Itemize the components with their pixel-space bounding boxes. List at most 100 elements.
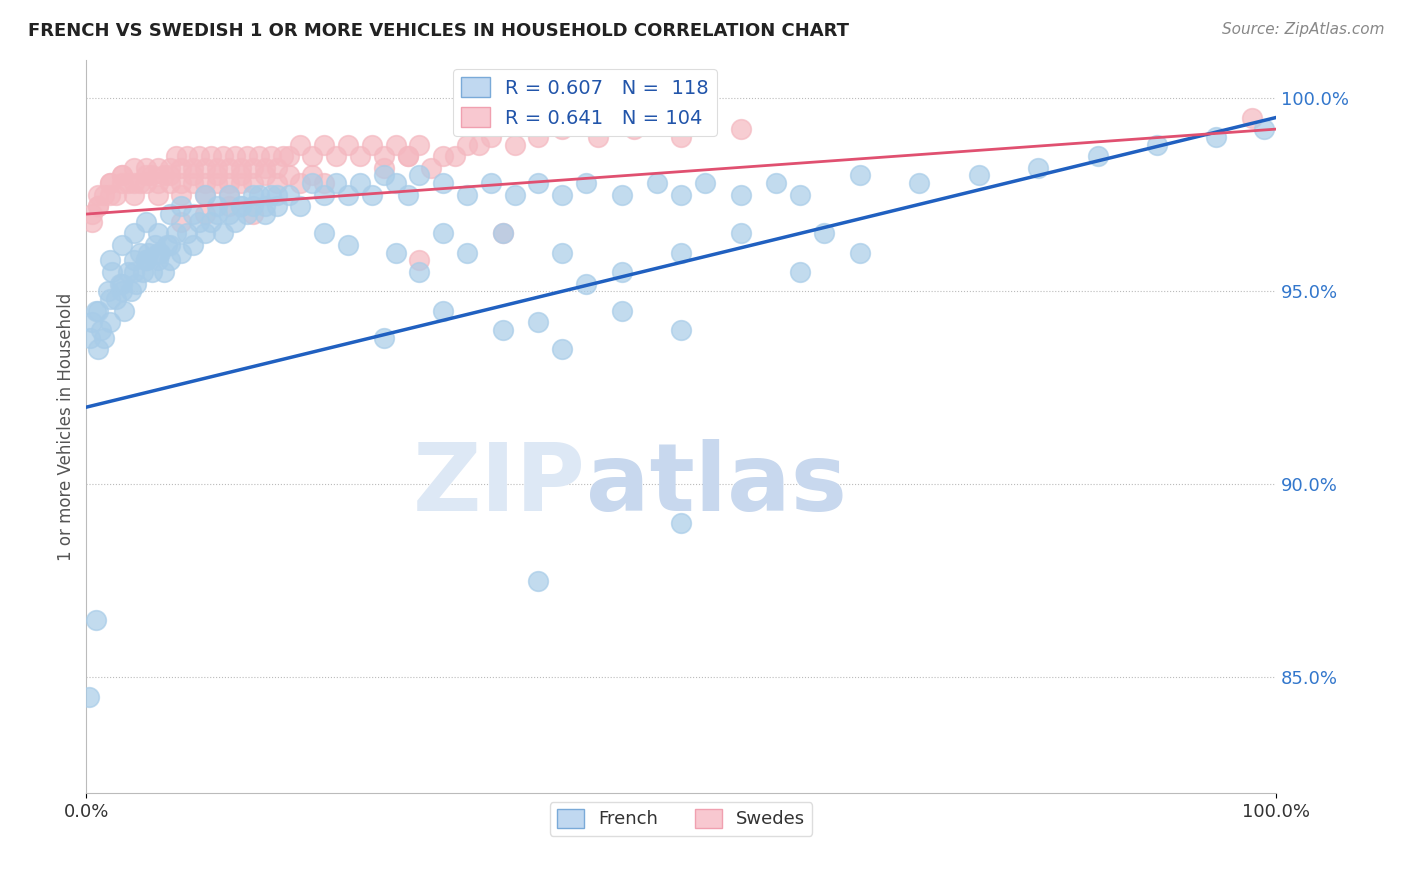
Point xyxy=(242,187,264,202)
Point xyxy=(122,176,145,190)
Point xyxy=(87,199,110,213)
Point xyxy=(111,277,134,291)
Point xyxy=(730,227,752,241)
Point xyxy=(420,161,443,175)
Point xyxy=(373,149,395,163)
Point xyxy=(218,161,240,175)
Point xyxy=(135,253,157,268)
Point xyxy=(159,253,181,268)
Point xyxy=(247,187,270,202)
Point xyxy=(200,215,222,229)
Point xyxy=(527,574,550,588)
Point xyxy=(1241,111,1264,125)
Point xyxy=(229,169,252,183)
Point xyxy=(135,169,157,183)
Point xyxy=(159,238,181,252)
Point xyxy=(135,215,157,229)
Point xyxy=(527,315,550,329)
Point xyxy=(610,187,633,202)
Point xyxy=(789,265,811,279)
Point xyxy=(125,277,148,291)
Point xyxy=(1087,149,1109,163)
Point xyxy=(1205,129,1227,144)
Point xyxy=(152,169,174,183)
Point xyxy=(730,187,752,202)
Point xyxy=(301,169,323,183)
Point xyxy=(218,199,240,213)
Point xyxy=(247,149,270,163)
Point xyxy=(266,199,288,213)
Point xyxy=(236,149,259,163)
Point xyxy=(468,137,491,152)
Point xyxy=(384,245,406,260)
Point xyxy=(408,253,430,268)
Point xyxy=(194,187,217,202)
Point xyxy=(260,187,283,202)
Point xyxy=(408,265,430,279)
Point xyxy=(194,187,217,202)
Point xyxy=(325,149,347,163)
Point xyxy=(194,176,217,190)
Point xyxy=(146,176,169,190)
Point xyxy=(848,245,870,260)
Point xyxy=(79,331,101,345)
Point xyxy=(159,176,181,190)
Point xyxy=(159,161,181,175)
Point xyxy=(183,176,205,190)
Point xyxy=(444,149,467,163)
Point xyxy=(765,176,787,190)
Point xyxy=(527,176,550,190)
Point xyxy=(84,613,107,627)
Point xyxy=(183,161,205,175)
Point xyxy=(122,187,145,202)
Point xyxy=(730,122,752,136)
Point xyxy=(325,176,347,190)
Point xyxy=(492,323,515,337)
Point xyxy=(212,149,235,163)
Text: Source: ZipAtlas.com: Source: ZipAtlas.com xyxy=(1222,22,1385,37)
Point xyxy=(229,199,252,213)
Point xyxy=(117,176,139,190)
Point xyxy=(479,129,502,144)
Point xyxy=(669,187,692,202)
Point xyxy=(101,265,124,279)
Point xyxy=(128,245,150,260)
Point xyxy=(218,187,240,202)
Point xyxy=(290,137,312,152)
Point xyxy=(813,227,835,241)
Point xyxy=(111,169,134,183)
Point xyxy=(1253,122,1275,136)
Point xyxy=(165,227,187,241)
Point xyxy=(432,149,454,163)
Point xyxy=(87,187,110,202)
Point xyxy=(503,137,526,152)
Point xyxy=(122,253,145,268)
Point xyxy=(290,176,312,190)
Point xyxy=(266,161,288,175)
Point xyxy=(136,245,159,260)
Point xyxy=(432,303,454,318)
Point xyxy=(98,187,121,202)
Point xyxy=(82,215,104,229)
Point xyxy=(314,187,336,202)
Point xyxy=(146,227,169,241)
Point xyxy=(384,137,406,152)
Point xyxy=(188,215,211,229)
Point xyxy=(456,187,478,202)
Point xyxy=(551,187,574,202)
Point xyxy=(218,207,240,221)
Point xyxy=(967,169,990,183)
Point xyxy=(98,253,121,268)
Point xyxy=(111,169,134,183)
Legend: French, Swedes: French, Swedes xyxy=(550,802,813,836)
Point xyxy=(77,690,100,704)
Point xyxy=(105,187,128,202)
Point xyxy=(194,227,217,241)
Point xyxy=(132,265,155,279)
Point xyxy=(623,122,645,136)
Point xyxy=(290,199,312,213)
Point xyxy=(396,187,419,202)
Point xyxy=(277,149,299,163)
Point xyxy=(551,122,574,136)
Point xyxy=(242,176,264,190)
